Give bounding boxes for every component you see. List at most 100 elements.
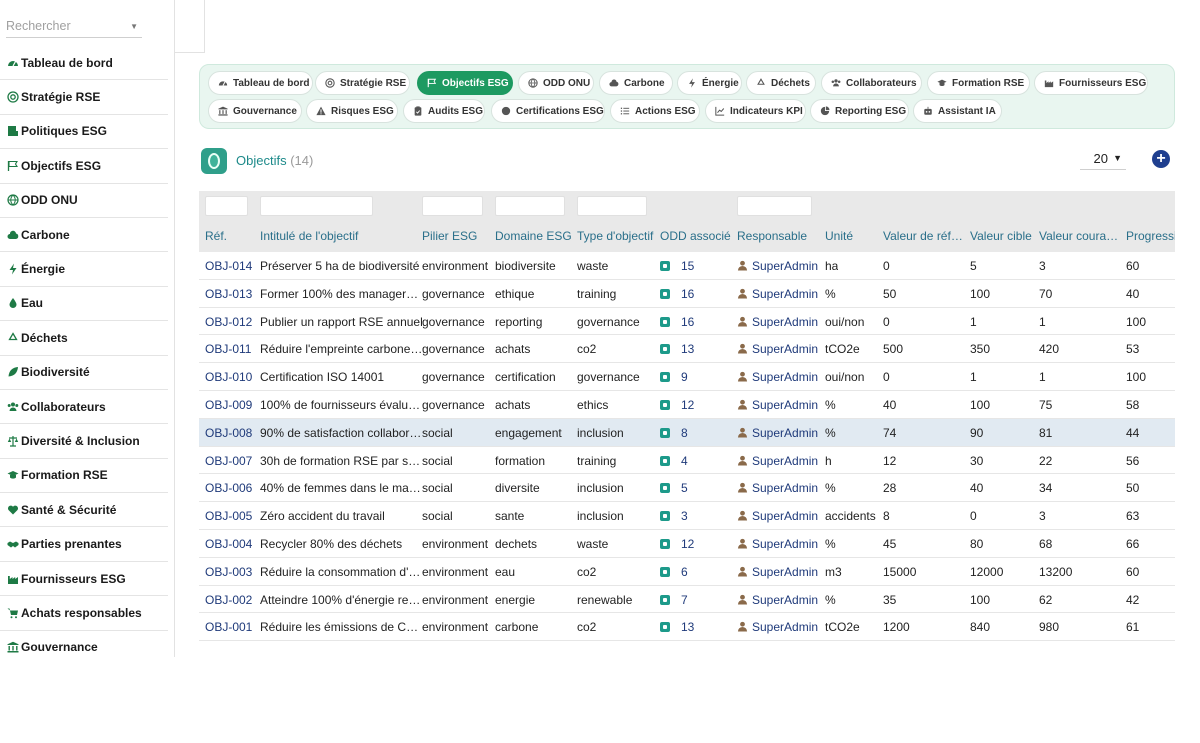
cell-odd[interactable]: 4 <box>681 453 688 468</box>
table-row[interactable]: OBJ-005 Zéro accident du travail social san… <box>199 502 1175 530</box>
table-row[interactable]: OBJ-007 30h de formation RSE par s… social… <box>199 447 1175 475</box>
sidebar-item-eau[interactable]: Eau <box>0 287 168 322</box>
cell-odd[interactable]: 13 <box>681 620 695 635</box>
cell-resp[interactable]: SuperAdmin <box>752 481 819 496</box>
cell-odd[interactable]: 16 <box>681 314 695 329</box>
table-row[interactable]: OBJ-001 Réduire les émissions de C… enviro… <box>199 613 1175 642</box>
table-row[interactable]: OBJ-014 Préserver 5 ha de biodiversité env… <box>199 252 1175 280</box>
column-header[interactable]: Valeur coura… <box>1039 229 1119 243</box>
tab-gouvernance[interactable]: Gouvernance <box>208 99 302 123</box>
table-row[interactable]: OBJ-008 90% de satisfaction collabor… soci… <box>199 418 1175 447</box>
sidebar-item-carbone[interactable]: Carbone <box>0 218 168 253</box>
search-box[interactable]: ▼ <box>6 16 142 38</box>
sidebar-item-diversite-inclusion[interactable]: Diversité & Inclusion <box>0 424 168 459</box>
tab-energie[interactable]: Énergie <box>677 71 742 95</box>
column-filter-input[interactable] <box>205 196 248 216</box>
cell-odd[interactable]: 7 <box>681 592 688 607</box>
tab-tableau-de-bord[interactable]: Tableau de bord <box>208 71 313 95</box>
add-objective-button[interactable]: + <box>1152 150 1170 168</box>
sidebar-item-odd-onu[interactable]: ODD ONU <box>0 184 168 218</box>
tab-carbone[interactable]: Carbone <box>599 71 673 95</box>
column-header[interactable]: Responsable <box>737 229 808 243</box>
sidebar-item-energie[interactable]: Énergie <box>0 252 168 287</box>
sidebar-item-tableau-de-bord[interactable]: Tableau de bord <box>0 46 168 81</box>
tab-actions-esg[interactable]: Actions ESG <box>610 99 700 123</box>
sidebar-item-sante-securite[interactable]: Santé & Sécurité <box>0 493 168 528</box>
sidebar-item-collaborateurs[interactable]: Collaborateurs <box>0 390 168 425</box>
tab-fournisseurs-esg[interactable]: Fournisseurs ESG <box>1034 71 1148 95</box>
column-header[interactable]: Type d'objectif <box>577 229 654 243</box>
cell-ref[interactable]: OBJ-002 <box>205 592 253 607</box>
cell-ref[interactable]: OBJ-005 <box>205 509 253 524</box>
cell-resp[interactable]: SuperAdmin <box>752 425 819 440</box>
sidebar-item-gouvernance[interactable]: Gouvernance <box>0 631 168 657</box>
cell-resp[interactable]: SuperAdmin <box>752 537 819 551</box>
cell-odd[interactable]: 16 <box>681 286 695 301</box>
cell-ref[interactable]: OBJ-007 <box>205 453 253 468</box>
table-row[interactable]: OBJ-004 Recycler 80% des déchets environme… <box>199 530 1175 558</box>
cell-ref[interactable]: OBJ-001 <box>205 620 253 635</box>
table-row[interactable]: OBJ-003 Réduire la consommation d'… enviro… <box>199 558 1175 586</box>
table-row[interactable]: OBJ-006 40% de femmes dans le ma… social di… <box>199 474 1175 503</box>
chevron-down-icon[interactable]: ▼ <box>130 22 138 31</box>
cell-resp[interactable]: SuperAdmin <box>752 370 819 385</box>
column-filter-input[interactable] <box>260 196 373 216</box>
column-filter-input[interactable] <box>495 196 565 216</box>
cell-ref[interactable]: OBJ-004 <box>205 537 253 551</box>
sidebar-item-objectifs-esg[interactable]: Objectifs ESG <box>0 149 168 184</box>
tab-objectifs-esg[interactable]: Objectifs ESG <box>417 71 513 95</box>
tab-risques-esg[interactable]: Risques ESG <box>306 99 398 123</box>
tab-odd-onu[interactable]: ODD ONU <box>518 71 594 95</box>
cell-odd[interactable]: 12 <box>681 537 695 551</box>
column-filter-input[interactable] <box>422 196 483 216</box>
sidebar-item-fournisseurs-esg[interactable]: Fournisseurs ESG <box>0 562 168 597</box>
sidebar-item-strategie-rse[interactable]: Stratégie RSE <box>0 80 168 115</box>
search-input[interactable] <box>6 16 124 33</box>
column-filter-input[interactable] <box>577 196 647 216</box>
page-size-select[interactable]: 20 ▼ <box>1080 148 1126 170</box>
cell-resp[interactable]: SuperAdmin <box>752 286 819 301</box>
column-header[interactable]: Réf. <box>205 229 228 243</box>
cell-ref[interactable]: OBJ-014 <box>205 259 253 273</box>
cell-odd[interactable]: 3 <box>681 509 688 524</box>
column-header[interactable]: Valeur de réf… <box>883 229 963 243</box>
cell-resp[interactable]: SuperAdmin <box>752 398 819 412</box>
cell-ref[interactable]: OBJ-012 <box>205 314 253 329</box>
cell-ref[interactable]: OBJ-010 <box>205 370 253 385</box>
cell-odd[interactable]: 5 <box>681 481 688 496</box>
cell-ref[interactable]: OBJ-011 <box>205 342 252 357</box>
cell-resp[interactable]: SuperAdmin <box>752 259 819 273</box>
sidebar-item-parties-prenantes[interactable]: Parties prenantes <box>0 527 168 562</box>
cell-resp[interactable]: SuperAdmin <box>752 342 819 357</box>
tab-assistant-ia[interactable]: Assistant IA <box>913 99 1002 123</box>
column-header[interactable]: Unité <box>825 229 854 243</box>
tab-indicateurs-kpi[interactable]: Indicateurs KPI <box>705 99 806 123</box>
table-row[interactable]: OBJ-010 Certification ISO 14001 governance… <box>199 363 1175 391</box>
column-header[interactable]: Domaine ESG <box>495 229 572 243</box>
column-header[interactable]: Intitulé de l'objectif <box>260 229 359 243</box>
column-header[interactable]: ODD associé <box>660 229 731 243</box>
cell-odd[interactable]: 15 <box>681 259 695 273</box>
cell-odd[interactable]: 9 <box>681 370 688 385</box>
cell-ref[interactable]: OBJ-003 <box>205 564 253 579</box>
cell-ref[interactable]: OBJ-008 <box>205 425 253 440</box>
column-filter-input[interactable] <box>737 196 812 216</box>
tab-reporting-esg[interactable]: Reporting ESG <box>810 99 909 123</box>
cell-odd[interactable]: 12 <box>681 398 695 412</box>
column-header[interactable]: Valeur cible <box>970 229 1032 243</box>
tab-formation-rse[interactable]: Formation RSE <box>927 71 1030 95</box>
tab-strategie-rse[interactable]: Stratégie RSE <box>315 71 410 95</box>
sidebar-item-dechets[interactable]: Déchets <box>0 321 168 356</box>
tab-audits-esg[interactable]: Audits ESG <box>403 99 485 123</box>
cell-resp[interactable]: SuperAdmin <box>752 564 819 579</box>
cell-ref[interactable]: OBJ-006 <box>205 481 253 496</box>
cell-resp[interactable]: SuperAdmin <box>752 592 819 607</box>
tab-collaborateurs[interactable]: Collaborateurs <box>821 71 922 95</box>
sidebar-item-politiques-esg[interactable]: Politiques ESG <box>0 115 168 150</box>
cell-ref[interactable]: OBJ-009 <box>205 398 253 412</box>
sidebar-item-formation-rse[interactable]: Formation RSE <box>0 459 168 494</box>
cell-odd[interactable]: 6 <box>681 564 688 579</box>
table-row[interactable]: OBJ-011 Réduire l'empreinte carbone… gover… <box>199 335 1175 364</box>
cell-ref[interactable]: OBJ-013 <box>205 286 253 301</box>
column-header[interactable]: Pilier ESG <box>422 229 478 243</box>
